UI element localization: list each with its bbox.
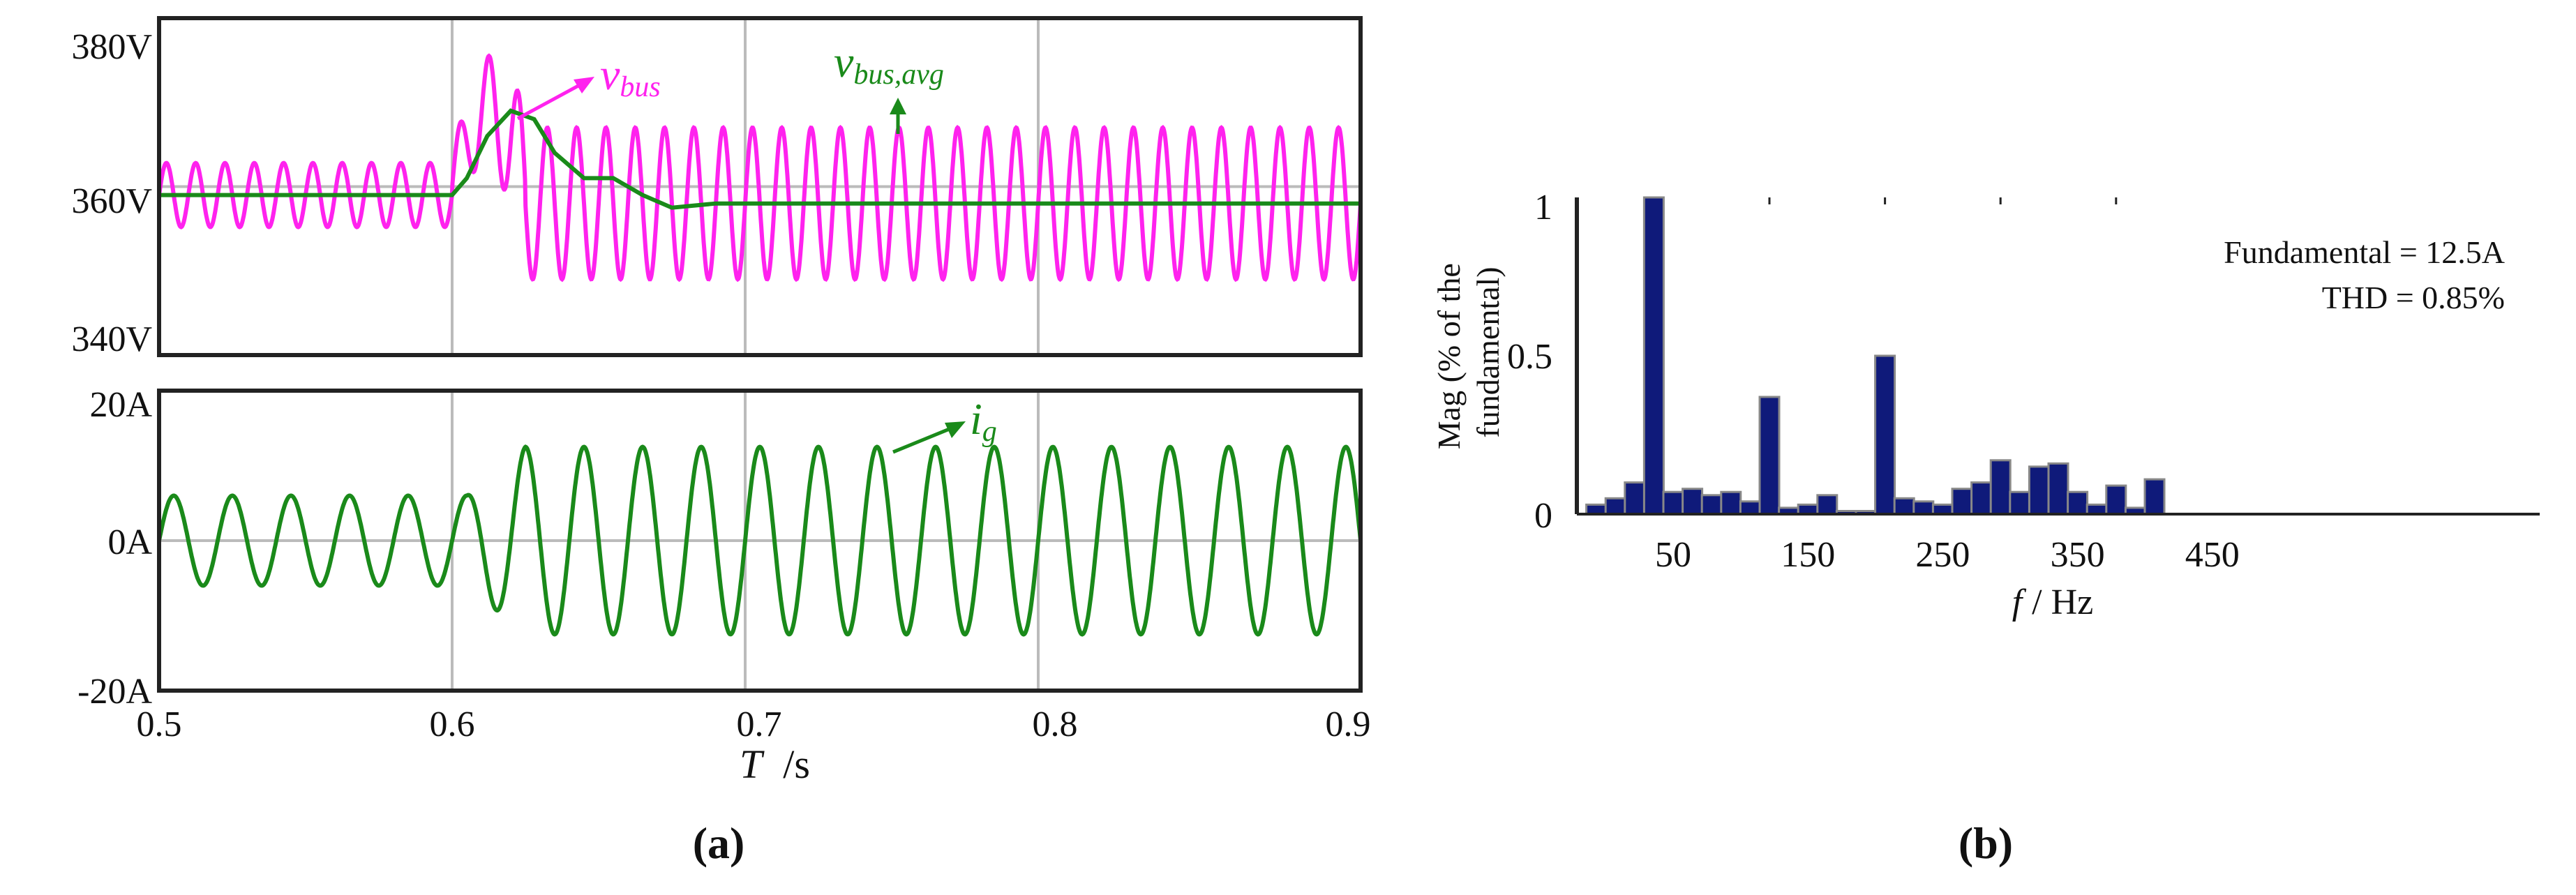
- y-tick-label: 20A: [89, 385, 152, 425]
- bar: [1682, 488, 1704, 516]
- x-tick-label: 50: [1655, 535, 1691, 575]
- panel-b: 1 0.5 0 50 150 250 350 450 f / Hz Mag (% of t…: [1431, 188, 2540, 622]
- legend-main: i: [970, 394, 982, 444]
- annotation-fundamental: Fundamental = 12.5A: [2224, 234, 2505, 270]
- series-line-vbus: [157, 53, 1363, 283]
- bar: [1931, 503, 1954, 516]
- frame-ticks: [1652, 197, 2118, 204]
- bar: [2028, 465, 2050, 516]
- x-tick-label: 150: [1781, 535, 1835, 575]
- legend-sub: bus,avg: [853, 59, 944, 91]
- legend-label-ig: ig: [970, 394, 997, 448]
- arrow-head: [890, 98, 906, 114]
- panel-a-bottom: 20A 0A -20A 0.5 0.6 0.7 0.8 0.9 T/s ig: [77, 385, 1370, 787]
- series-line-vbusavg: [159, 108, 1361, 210]
- bar-group: [1585, 196, 2166, 516]
- y-tick-label: 0A: [107, 522, 152, 562]
- x-tick-label: 450: [2185, 535, 2240, 575]
- bar: [1797, 503, 1819, 516]
- bar: [1874, 354, 1896, 516]
- legend-main: v: [600, 50, 620, 99]
- bar: [2067, 490, 2089, 516]
- bar: [2009, 490, 2031, 516]
- x-tick-labels: 50 150 250 350 450: [1655, 535, 2240, 575]
- x-tick-label: 0.8: [1033, 705, 1078, 744]
- legend-arrow: [892, 425, 955, 454]
- bar: [1893, 497, 1915, 516]
- legend-label-vbus: vbus: [600, 50, 661, 103]
- bar: [1970, 481, 1993, 516]
- bar: [1720, 490, 1742, 516]
- bar: [1989, 459, 2012, 516]
- bar: [1758, 396, 1781, 516]
- caption-a: (a): [693, 818, 745, 868]
- legend-main: v: [834, 37, 854, 87]
- legend-vbus: vbus: [516, 50, 661, 121]
- x-axis-unit: / Hz: [2032, 582, 2093, 622]
- bar: [1585, 503, 1608, 516]
- x-tick-label: 350: [2051, 535, 2105, 575]
- plot-frame: [157, 389, 1363, 693]
- arrow-head: [574, 77, 594, 93]
- y-tick-label: 1: [1534, 188, 1552, 227]
- bar: [1700, 494, 1723, 516]
- bar: [1816, 494, 1839, 516]
- y-tick-label: 0: [1534, 496, 1552, 536]
- legend-ig: ig: [892, 394, 997, 454]
- bar: [2085, 503, 2108, 516]
- x-axis-label: f / Hz: [2012, 582, 2094, 622]
- y-axis-label: Mag (% of the fundamental): [1431, 255, 1506, 449]
- legend-sub: g: [982, 416, 997, 448]
- series-line-ig: [157, 444, 1363, 637]
- y-axis-label-line: Mag (% of the: [1431, 255, 1467, 449]
- series-group: [157, 53, 1363, 283]
- bar: [1624, 481, 1646, 516]
- legend-vbusavg: vbus,avg: [834, 37, 944, 134]
- bar: [1642, 196, 1665, 516]
- x-axis-main: f: [2012, 582, 2027, 622]
- bar: [2143, 478, 2166, 516]
- legend-sub: bus: [620, 71, 660, 103]
- y-tick-label: 380V: [71, 27, 152, 67]
- bar: [1739, 500, 1761, 516]
- x-tick-label: 0.5: [137, 705, 182, 744]
- bar: [1604, 497, 1626, 516]
- x-tick-labels: 0.5 0.6 0.7 0.8 0.9: [137, 705, 1371, 744]
- x-axis-unit: /s: [783, 742, 810, 787]
- annotation-thd: THD = 0.85%: [2322, 280, 2505, 315]
- y-tick-label: 0.5: [1507, 337, 1552, 377]
- bar: [1951, 488, 1973, 516]
- legend-arrow: [516, 80, 586, 121]
- arrow-head: [945, 421, 966, 438]
- series-group: [157, 444, 1363, 637]
- y-axis-label-line: fundamental): [1470, 266, 1506, 437]
- y-tick-label: 360V: [71, 181, 152, 221]
- bar: [1662, 490, 1684, 516]
- grid-lines: [159, 391, 1361, 691]
- x-tick-label: 0.7: [737, 705, 782, 744]
- legend-label-vbusavg: vbus,avg: [834, 37, 944, 91]
- bar: [2047, 462, 2069, 516]
- caption-b: (b): [1959, 818, 2013, 868]
- panel-a-top: 380V 360V 340V vbus vbus,avg: [71, 16, 1363, 359]
- plot-frame: [157, 16, 1363, 357]
- x-tick-label: 250: [1915, 535, 1970, 575]
- bar: [2105, 484, 2127, 516]
- x-axis-main: T: [740, 742, 765, 787]
- x-tick-label: 0.9: [1326, 705, 1371, 744]
- x-tick-label: 0.6: [430, 705, 475, 744]
- bar: [1912, 500, 1935, 516]
- x-axis-label: T/s: [740, 742, 810, 787]
- y-tick-label: -20A: [77, 672, 152, 712]
- y-tick-label: 340V: [71, 319, 152, 359]
